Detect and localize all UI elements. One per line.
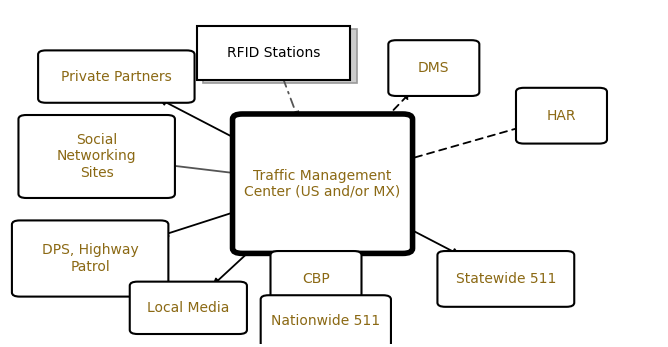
FancyBboxPatch shape bbox=[12, 220, 168, 297]
Text: Private Partners: Private Partners bbox=[61, 70, 172, 84]
Text: Local Media: Local Media bbox=[147, 301, 230, 315]
Text: CBP: CBP bbox=[302, 272, 330, 286]
Text: HAR: HAR bbox=[546, 109, 576, 123]
FancyBboxPatch shape bbox=[38, 50, 194, 103]
Text: Nationwide 511: Nationwide 511 bbox=[271, 314, 380, 328]
FancyBboxPatch shape bbox=[271, 251, 361, 307]
FancyBboxPatch shape bbox=[203, 29, 357, 83]
Text: DMS: DMS bbox=[418, 61, 450, 75]
Text: Statewide 511: Statewide 511 bbox=[456, 272, 556, 286]
FancyBboxPatch shape bbox=[130, 282, 247, 334]
FancyBboxPatch shape bbox=[19, 115, 175, 198]
Text: RFID Stations: RFID Stations bbox=[226, 46, 320, 60]
Text: Social
Networking
Sites: Social Networking Sites bbox=[57, 133, 136, 180]
Text: DPS, Highway
Patrol: DPS, Highway Patrol bbox=[42, 243, 138, 274]
FancyBboxPatch shape bbox=[438, 251, 574, 307]
FancyBboxPatch shape bbox=[516, 88, 607, 144]
FancyBboxPatch shape bbox=[388, 40, 480, 96]
Text: Traffic Management
Center (US and/or MX): Traffic Management Center (US and/or MX) bbox=[244, 169, 401, 199]
FancyBboxPatch shape bbox=[232, 114, 413, 253]
FancyBboxPatch shape bbox=[261, 295, 391, 347]
FancyBboxPatch shape bbox=[196, 26, 351, 80]
